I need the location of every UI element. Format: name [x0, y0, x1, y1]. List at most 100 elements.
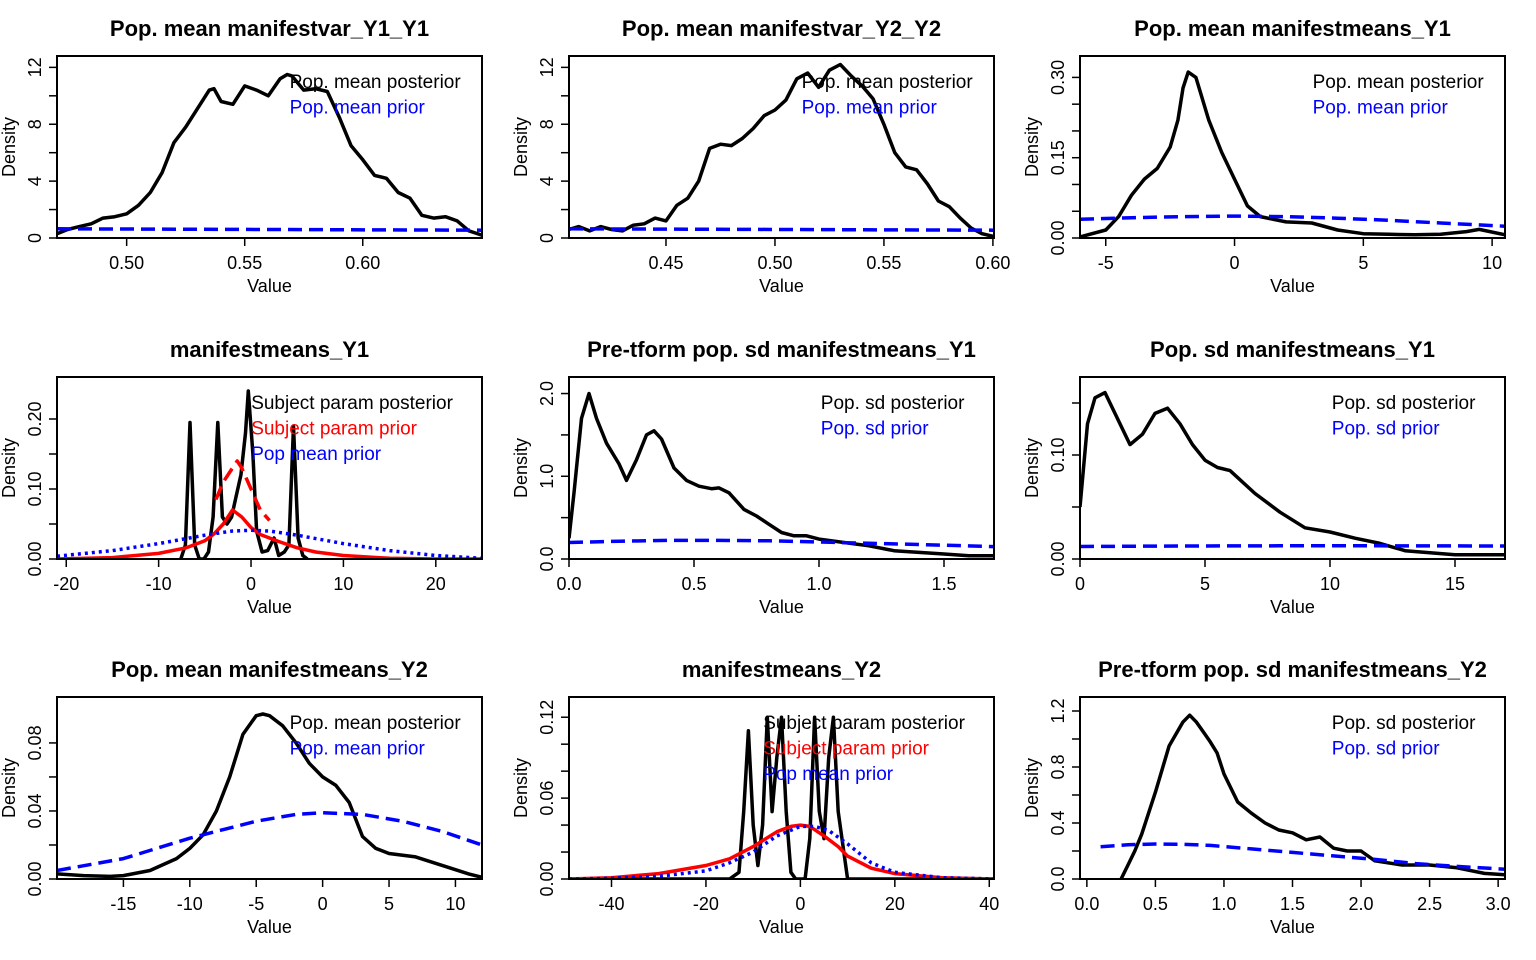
legend: Pop. mean posterior Pop. mean prior — [802, 72, 974, 119]
x-axis: 0 5 10 15 — [1075, 559, 1465, 594]
legend-entry: Pop. mean posterior — [802, 72, 974, 93]
x-tick-label: 0.60 — [345, 253, 380, 273]
pop-sd-posterior-line — [1119, 713, 1505, 879]
y-tick-label: 0 — [25, 233, 45, 243]
x-axis: 0.0 0.5 1.0 1.5 2.0 2.5 3.0 — [1074, 879, 1511, 914]
y-tick-label: 2.0 — [537, 381, 557, 406]
subject-param-prior-line — [569, 823, 994, 879]
plot-frame — [56, 55, 483, 239]
legend-entry: Pop. mean prior — [802, 98, 938, 119]
pop-mean-posterior-line — [57, 712, 482, 879]
x-axis-label: Value — [759, 276, 804, 296]
x-tick-label: 5 — [1358, 253, 1368, 273]
chart-title: manifestmeans_Y1 — [170, 337, 369, 362]
x-tick-label: 0 — [1230, 253, 1240, 273]
chart-panel-1: Pop. mean manifestvar_Y1_Y1 0.50 0.55 0.60 V… — [0, 16, 483, 296]
subject-param-posterior-line — [179, 389, 309, 559]
y-axis-label: Density — [0, 438, 19, 498]
y-axis-label: Density — [1022, 117, 1042, 177]
plot-frame — [568, 696, 995, 880]
y-tick-label: 8 — [25, 119, 45, 129]
x-tick-label: 1.5 — [931, 574, 956, 594]
plot-frame — [568, 55, 995, 239]
x-tick-label: 20 — [885, 894, 905, 914]
legend-entry: Pop. mean posterior — [1313, 72, 1485, 93]
pop-mean-prior-line — [569, 824, 994, 879]
x-tick-label: 0.50 — [109, 253, 144, 273]
chart-panel-5: Pre-tform pop. sd manifestmeans_Y1 0.0 0.5… — [511, 337, 995, 617]
legend-entry: Pop. sd posterior — [1332, 393, 1476, 414]
x-tick-label: 10 — [333, 574, 353, 594]
y-axis-label: Density — [1022, 758, 1042, 818]
x-axis: 0.50 0.55 0.60 — [109, 238, 380, 273]
x-tick-label: 40 — [979, 894, 999, 914]
y-tick-label: 0.0 — [1048, 866, 1068, 891]
legend-entry: Subject param posterior — [763, 713, 965, 734]
series-group — [569, 391, 994, 558]
x-tick-label: 10 — [445, 894, 465, 914]
x-tick-label: -15 — [110, 894, 136, 914]
series-group — [1080, 390, 1505, 557]
chart-title: Pop. mean manifestvar_Y1_Y1 — [110, 16, 429, 41]
y-tick-label: 0.10 — [25, 471, 45, 506]
x-tick-label: 0.45 — [648, 253, 683, 273]
series-group — [1080, 70, 1505, 238]
legend-entry: Pop. mean prior — [290, 98, 426, 119]
x-tick-label: 0.0 — [556, 574, 581, 594]
x-tick-label: 0.5 — [681, 574, 706, 594]
x-axis: 0.0 0.5 1.0 1.5 — [556, 559, 957, 594]
pop-sd-prior-line — [1100, 842, 1505, 871]
legend-entry: Subject param prior — [763, 739, 929, 760]
x-tick-label: 0 — [795, 894, 805, 914]
plot-frame — [56, 696, 483, 880]
legend-entry: Pop. sd prior — [1332, 739, 1440, 760]
pop-sd-prior-line — [569, 538, 994, 549]
legend-entry: Pop. sd prior — [1332, 419, 1440, 440]
plot-frame — [568, 376, 995, 560]
x-axis-label: Value — [247, 917, 292, 937]
x-tick-label: 5 — [384, 894, 394, 914]
chart-title: manifestmeans_Y2 — [682, 657, 881, 682]
x-tick-label: 5 — [1200, 574, 1210, 594]
series-group — [57, 72, 482, 237]
x-tick-label: 10 — [1482, 253, 1502, 273]
y-axis-label: Density — [511, 758, 531, 818]
chart-panel-3: Pop. mean manifestmeans_Y1 -5 0 5 10 Value 0.0… — [1022, 16, 1506, 296]
chart-panel-2: Pop. mean manifestvar_Y2_Y20.45 0.50 0.55 0… — [511, 16, 1010, 296]
x-axis-label: Value — [247, 597, 292, 617]
legend: Pop. mean posterior Pop. mean prior — [290, 713, 462, 760]
x-axis-label: Value — [1270, 597, 1315, 617]
chart-panel-9: Pre-tform pop. sd manifestmeans_Y2 0.0 0.5… — [1022, 657, 1511, 937]
legend-entry: Subject param prior — [251, 419, 417, 440]
y-axis: 0 4 8 12 — [537, 57, 569, 243]
x-tick-label: 3.0 — [1486, 894, 1511, 914]
x-axis-label: Value — [247, 276, 292, 296]
legend-entry: Pop. mean prior — [290, 739, 426, 760]
x-tick-label: 0.5 — [1143, 894, 1168, 914]
chart-panel-6: Pop. sd manifestmeans_Y10 5 10 15Value0.000… — [1022, 337, 1506, 617]
chart-title: Pop. mean manifestmeans_Y1 — [1134, 16, 1451, 41]
pop-sd-prior-line — [1080, 544, 1505, 549]
x-axis-label: Value — [759, 597, 804, 617]
legend-entry: Pop. sd prior — [821, 419, 929, 440]
plot-frame — [1079, 55, 1506, 239]
legend-entry: Pop. sd posterior — [1332, 713, 1476, 734]
series-group — [569, 62, 994, 238]
pop-mean-posterior-line — [57, 72, 482, 237]
x-tick-label: -40 — [598, 894, 624, 914]
y-axis: 0.00 0.10 0.20 — [25, 401, 57, 577]
y-axis: 0 4 8 12 — [25, 57, 57, 243]
subject-param-prior-line — [57, 508, 482, 559]
y-axis-label: Density — [511, 117, 531, 177]
x-axis-label: Value — [759, 917, 804, 937]
chart-title: Pop. mean manifestmeans_Y2 — [111, 657, 428, 682]
x-tick-label: -5 — [1098, 253, 1114, 273]
chart-panel-8: manifestmeans_Y2 -40 -20 0 20 40 Value 0.00 0.06… — [511, 657, 999, 937]
subject-param-posterior-line — [569, 715, 994, 879]
chart-panel-4: manifestmeans_Y1 -20 -10 0 10 20 Value 0.00 0.10… — [0, 337, 483, 617]
legend: Pop. mean posterior Pop. mean prior — [1313, 72, 1485, 119]
plot-frame — [1079, 376, 1506, 560]
y-tick-label: 0.12 — [537, 700, 557, 735]
x-tick-label: 0.55 — [227, 253, 262, 273]
pop-sd-posterior-line — [1080, 390, 1505, 557]
